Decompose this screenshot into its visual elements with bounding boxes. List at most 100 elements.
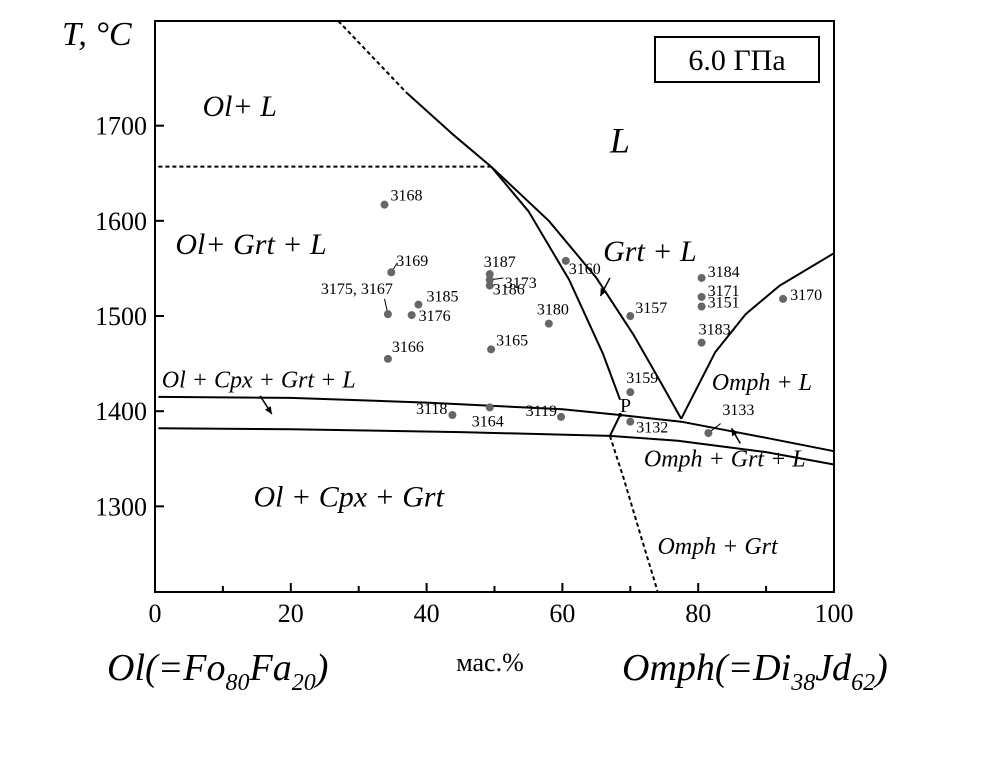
phase-field-ol-grt-l: Ol+ Grt + L [175,228,326,261]
phase-field-ol-cpx-grt-l: Ol + Cpx + Grt + L [162,367,356,393]
experiment-point-label: 3151 [708,295,740,312]
field-arrow-head [731,428,739,437]
y-axis-title: T, °C [62,16,132,53]
phase-field-omph-grt-l: Omph + Grt + L [644,446,806,472]
experiment-point-label: 3184 [708,264,740,281]
experiment-point-label: 3159 [626,370,658,387]
boundary-cpx-in [158,395,835,453]
experiment-point-label: 3164 [472,413,504,430]
experiment-point [626,417,635,426]
boundary-ol-out-lower-dashed [608,435,659,592]
phase-field-l: L [609,120,630,160]
boundary-grt-l-upper [490,165,683,420]
experiment-point [697,302,706,311]
left-endmember: Ol(=Fo80Fa20) [107,647,328,696]
experiment-point [448,410,457,419]
experiment-point-label: 3176 [419,308,451,325]
boundary-omph-liquidus [680,252,835,420]
experiment-point [380,200,389,209]
experiment-point-label: 3173 [505,275,537,292]
phase-field-ol-cpx-grt: Ol + Cpx + Grt [253,480,444,513]
experiment-point [485,270,494,279]
experiment-point [383,354,392,363]
experiment-point-label: 3183 [699,322,731,339]
experiment-point [407,311,416,320]
experiment-point-label: 3157 [635,300,667,317]
pressure-box [654,36,820,83]
experiment-point-label: 3175, 3167 [321,281,393,298]
experiment-point-label: 3119 [526,403,557,420]
experiment-point [697,292,706,301]
experiment-point [544,319,553,328]
left-endmember-tail: ) [314,647,329,689]
right-endmember-tail: ) [873,647,888,689]
y-tick-label: 1600 [95,207,147,236]
experiment-point-label: 3165 [496,332,528,349]
experiment-point-label: 3118 [416,401,447,418]
left-endmember-mid: Fa [249,647,292,689]
y-tick-label: 1500 [95,302,147,331]
experiment-point-label: 3133 [722,402,754,419]
y-tick-label: 1300 [95,492,147,521]
left-endmember-main: Ol(=Fo [107,647,226,689]
field-arrow-head [600,288,607,297]
x-tick-label: 40 [414,599,440,628]
experiment-point [487,345,496,354]
experiment-point [626,388,635,397]
x-tick-label: 0 [149,599,162,628]
axis-ticks: 0 20 40 60 80 100 1300 1400 1500 1600 1700 [95,112,854,628]
experiment-point-label: 3187 [484,254,516,271]
experiment-point-label: 3171 [708,283,740,300]
experiment-point-label: 3160 [569,261,601,278]
experiment-point [626,312,635,321]
right-endmember-main: Omph(=Di [622,647,791,689]
experiment-point [557,412,566,421]
experiment-point-label: 3132 [636,420,668,437]
right-endmember: Omph(=Di38Jd62) [622,647,888,696]
left-endmember-sub1: 80 [226,670,250,696]
x-tick-label: 20 [278,599,304,628]
experiment-point [697,273,706,282]
experiment-point [414,300,423,309]
experiment-point [387,268,396,277]
experiment-point-label: 3170 [790,287,822,304]
experiment-point [704,429,713,438]
experiment-point-label: 3185 [426,289,458,306]
experiment-point-label: 3168 [391,188,423,205]
field-arrows [259,277,741,444]
experiment-point-label: 3180 [537,302,569,319]
experiment-point [485,275,494,284]
y-tick-label: 1700 [95,112,147,141]
experiment-point-label: 3166 [392,339,424,356]
phase-field-labels: Ol+ L L Ol+ Grt + L Grt + L Ol + Cpx + Grt +… [162,90,812,560]
point-p-label: P [620,395,631,417]
experiment-point-label: 3169 [396,253,428,270]
boundary-liquidus-upper [405,91,622,401]
phase-field-grt-l: Grt + L [603,235,697,268]
phase-boundaries [158,20,835,592]
right-endmember-sub2: 62 [851,670,875,696]
x-tick-label: 100 [815,599,854,628]
right-endmember-mid: Jd [815,647,852,689]
experiment-point [779,294,788,303]
x-tick-label: 60 [549,599,575,628]
experiment-point [485,281,494,290]
y-tick-label: 1400 [95,397,147,426]
x-tick-label: 80 [685,599,711,628]
field-arrow-head [264,406,272,415]
boundary-p-connector [609,414,621,437]
phase-field-ol-l: Ol+ L [203,90,277,123]
x-axis-unit: мас.% [456,648,524,677]
experiment-point [561,256,570,265]
boundary-liquidus-upper-dashed [337,20,407,94]
right-endmember-sub1: 38 [790,670,815,696]
invariant-point-p [618,412,623,417]
left-endmember-sub2: 20 [292,670,316,696]
phase-field-omph-grt: Omph + Grt [657,534,779,560]
pressure-title: 6.0 ГПа [688,44,785,77]
experiment-point [383,310,392,319]
experiment-point [485,403,494,412]
